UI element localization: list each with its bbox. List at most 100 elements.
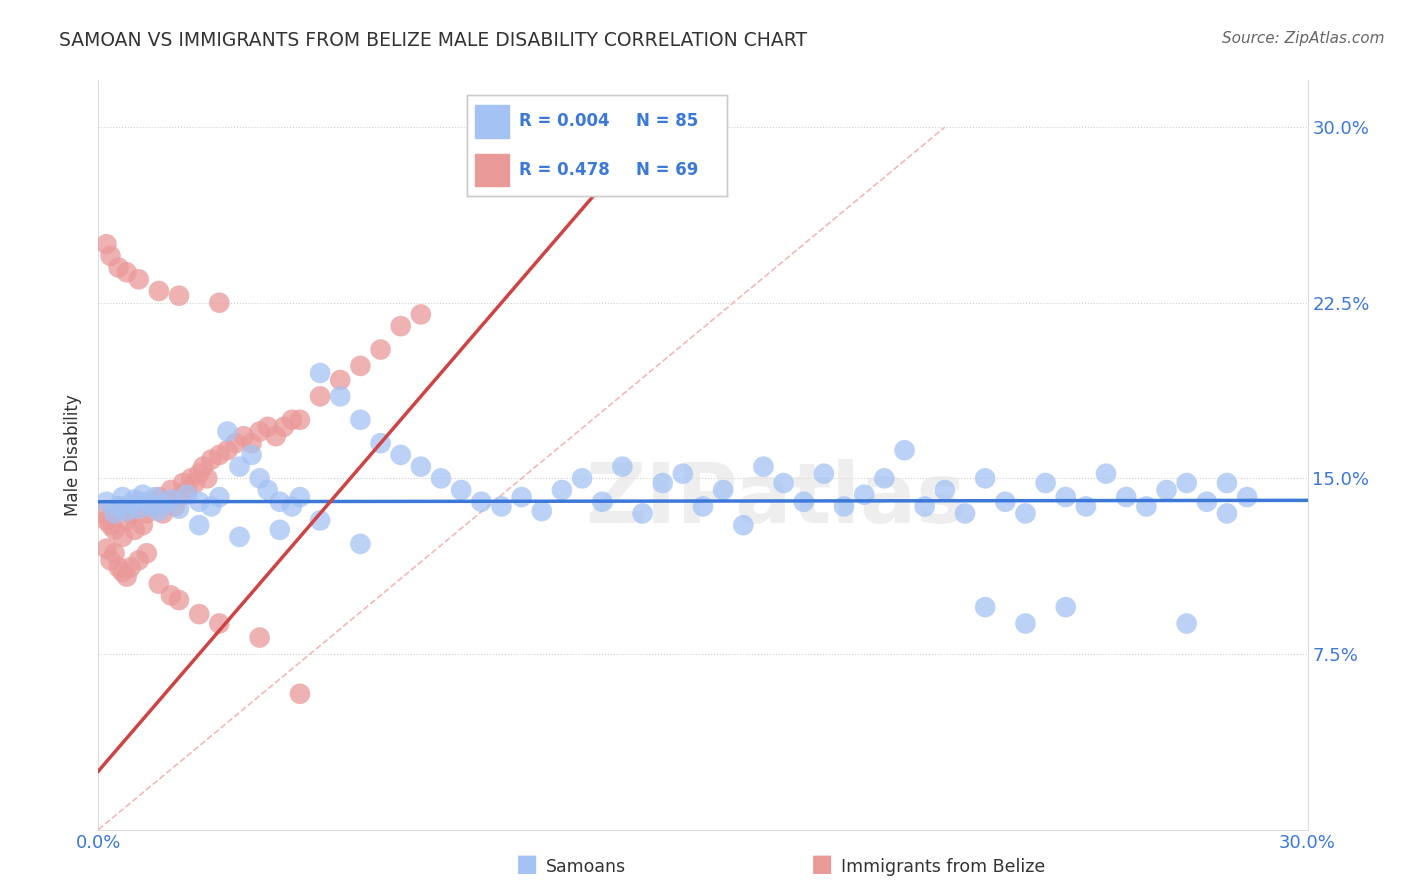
Text: SAMOAN VS IMMIGRANTS FROM BELIZE MALE DISABILITY CORRELATION CHART: SAMOAN VS IMMIGRANTS FROM BELIZE MALE DI… bbox=[59, 31, 807, 50]
Point bbox=[1195, 494, 1218, 508]
Point bbox=[120, 497, 142, 511]
Point bbox=[208, 295, 231, 310]
Point bbox=[188, 494, 211, 508]
Point bbox=[309, 513, 332, 527]
Text: Immigrants from Belize: Immigrants from Belize bbox=[841, 858, 1045, 876]
Point bbox=[994, 494, 1017, 508]
Point bbox=[148, 504, 170, 518]
Point bbox=[793, 494, 815, 508]
Point bbox=[281, 500, 304, 514]
Point bbox=[974, 471, 997, 485]
Point bbox=[228, 530, 250, 544]
Point bbox=[1175, 616, 1198, 631]
Point bbox=[249, 425, 271, 439]
Point bbox=[974, 600, 997, 615]
Point bbox=[167, 490, 190, 504]
Point bbox=[389, 448, 412, 462]
Point bbox=[132, 488, 155, 502]
Point bbox=[148, 284, 170, 298]
Point bbox=[288, 413, 311, 427]
Point bbox=[631, 507, 654, 521]
Point bbox=[120, 507, 142, 521]
Point bbox=[752, 459, 775, 474]
Point bbox=[115, 570, 138, 584]
Point bbox=[208, 448, 231, 462]
Point bbox=[672, 467, 695, 481]
Point bbox=[100, 518, 122, 533]
Point bbox=[193, 459, 215, 474]
Point bbox=[195, 471, 218, 485]
Point bbox=[1035, 476, 1057, 491]
Point bbox=[288, 490, 311, 504]
Point bbox=[107, 500, 129, 514]
Point bbox=[200, 452, 222, 467]
Point bbox=[100, 553, 122, 567]
Point bbox=[128, 494, 150, 508]
Point bbox=[273, 420, 295, 434]
Point bbox=[217, 443, 239, 458]
Point bbox=[370, 436, 392, 450]
Point bbox=[256, 483, 278, 497]
Point bbox=[124, 523, 146, 537]
Point bbox=[167, 501, 190, 516]
Point bbox=[264, 429, 287, 443]
Point bbox=[135, 494, 157, 508]
Point bbox=[256, 420, 278, 434]
Point bbox=[96, 513, 118, 527]
Point bbox=[450, 483, 472, 497]
Point bbox=[188, 467, 211, 481]
Point bbox=[349, 537, 371, 551]
Point bbox=[111, 490, 134, 504]
Point bbox=[115, 513, 138, 527]
Point bbox=[180, 471, 202, 485]
Point bbox=[135, 507, 157, 521]
Point bbox=[1216, 507, 1239, 521]
Point bbox=[148, 490, 170, 504]
Point bbox=[96, 494, 118, 508]
Point bbox=[115, 265, 138, 279]
Point bbox=[249, 631, 271, 645]
Point bbox=[853, 488, 876, 502]
Point bbox=[1156, 483, 1178, 497]
Point bbox=[148, 576, 170, 591]
Point bbox=[349, 359, 371, 373]
Point bbox=[160, 492, 183, 507]
Point bbox=[733, 518, 755, 533]
Point bbox=[1115, 490, 1137, 504]
Point bbox=[135, 546, 157, 560]
Point bbox=[1135, 500, 1157, 514]
Point bbox=[772, 476, 794, 491]
Text: ZIPatlas: ZIPatlas bbox=[585, 459, 966, 541]
Point bbox=[409, 459, 432, 474]
Point bbox=[1236, 490, 1258, 504]
Point bbox=[591, 494, 613, 508]
Point bbox=[152, 497, 174, 511]
Point bbox=[163, 500, 186, 514]
Point bbox=[232, 429, 254, 443]
Point bbox=[139, 500, 162, 514]
Point bbox=[692, 500, 714, 514]
Point bbox=[107, 500, 129, 514]
Point bbox=[651, 476, 673, 491]
Point bbox=[184, 476, 207, 491]
Point bbox=[551, 483, 574, 497]
Point bbox=[143, 490, 166, 504]
Point bbox=[389, 319, 412, 334]
Point bbox=[1014, 507, 1036, 521]
Point bbox=[208, 490, 231, 504]
Point bbox=[132, 518, 155, 533]
Point bbox=[832, 500, 855, 514]
Point bbox=[813, 467, 835, 481]
Point bbox=[172, 476, 194, 491]
Point bbox=[188, 607, 211, 621]
Point bbox=[96, 237, 118, 252]
Point bbox=[160, 483, 183, 497]
Point bbox=[143, 494, 166, 508]
Point bbox=[103, 523, 125, 537]
Point bbox=[571, 471, 593, 485]
Point bbox=[1014, 616, 1036, 631]
Point bbox=[128, 553, 150, 567]
Point bbox=[100, 249, 122, 263]
Point bbox=[217, 425, 239, 439]
Point bbox=[224, 436, 246, 450]
